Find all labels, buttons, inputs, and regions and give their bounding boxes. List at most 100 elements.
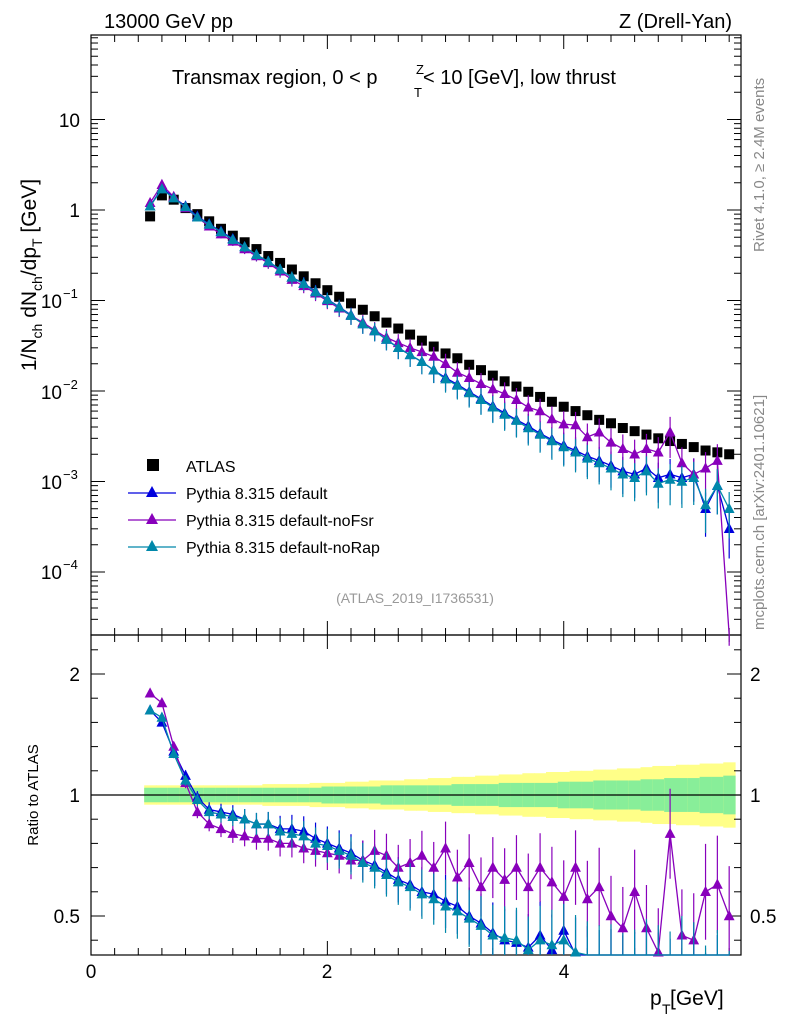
ratio-point [546, 876, 558, 887]
ratio-point [723, 910, 735, 921]
data-point [298, 271, 309, 282]
data-point [381, 317, 392, 328]
data-point [535, 391, 546, 402]
ratio-point [227, 810, 239, 821]
data-point [274, 263, 286, 274]
data-point [546, 413, 558, 424]
ratio-point [475, 880, 487, 892]
ytick-label-10: 10 [59, 111, 80, 132]
ratio-point [428, 893, 440, 904]
data-point [629, 426, 640, 437]
ratio-point [546, 939, 558, 950]
data-point [499, 408, 511, 419]
ytick-label-1e-1: 10 [41, 292, 62, 313]
data-point [298, 277, 310, 288]
legend: ATLAS Pythia 8.315 default Pythia 8.315 … [128, 459, 380, 557]
data-point [168, 192, 180, 203]
mcplots-label: mcplots.cern.ch [arXiv:2401.10621] [751, 395, 768, 630]
ratio-point [440, 900, 451, 911]
data-point [511, 381, 522, 392]
data-point [546, 396, 557, 407]
header-right: Z (Drell-Yan) [619, 11, 732, 33]
ratio-point [345, 849, 357, 860]
ratio-point [629, 885, 641, 896]
ratio-point [558, 934, 570, 945]
data-point [475, 377, 487, 389]
data-point [605, 462, 617, 473]
x-tick-labels: 0 2 4 [86, 962, 570, 983]
data-point [487, 401, 499, 412]
data-point [463, 371, 475, 382]
ratio-tick-0.5-right: 0.5 [750, 907, 776, 928]
ratio-point [144, 704, 156, 715]
ratio-point [369, 861, 381, 872]
header-left: 13000 GeV pp [104, 11, 233, 33]
data-point [546, 435, 558, 446]
data-point [464, 359, 475, 370]
ratio-point [180, 774, 191, 785]
data-point [688, 471, 700, 482]
data-point [428, 364, 440, 375]
data-point [593, 426, 605, 437]
ratio-point [168, 740, 180, 751]
data-point [499, 387, 511, 399]
ratio-point [262, 832, 274, 843]
ratio-point [451, 905, 463, 916]
ratio-point [463, 912, 475, 923]
data-point [334, 291, 345, 302]
ratio-tick-0.5: 0.5 [54, 907, 80, 928]
ytick-exp-1e-2: −2 [63, 377, 78, 392]
ratio-point [475, 919, 487, 930]
ratio-point [570, 946, 581, 957]
ytick-label-1e-4: 10 [41, 563, 62, 584]
ratio-point [664, 827, 676, 838]
ratio-point [700, 885, 711, 896]
plot-title-sup: Z [416, 62, 424, 77]
data-point [440, 357, 451, 368]
ratio-point [203, 805, 215, 817]
ratio-point [511, 861, 522, 872]
data-point [558, 401, 569, 412]
data-point [145, 211, 156, 222]
data-point [191, 211, 203, 222]
ratio-tick-1: 1 [69, 786, 80, 807]
ratio-point [191, 805, 203, 817]
ratio-point [558, 890, 570, 901]
data-point [404, 348, 416, 360]
data-point [676, 457, 688, 468]
data-point [239, 241, 251, 252]
data-point [156, 190, 167, 201]
ratio-point [156, 711, 168, 722]
data-point [203, 218, 215, 229]
ratio-point [534, 934, 546, 945]
legend-label-norap: Pythia 8.315 default-noRap [186, 540, 380, 557]
ytick-exp-1e-1: −1 [63, 286, 78, 301]
data-point [606, 418, 616, 429]
data-point [262, 255, 274, 266]
data-point [144, 200, 156, 211]
ratio-point [711, 878, 723, 889]
svg-text:1/Nch dNch/dpT [GeV]: 1/Nch dNch/dpT [GeV] [18, 179, 45, 371]
xtick-0: 0 [86, 962, 97, 983]
ratio-point [239, 813, 251, 824]
ytick-label-1: 1 [69, 201, 80, 222]
data-point [286, 271, 298, 282]
data-point [676, 475, 688, 486]
ratio-point [404, 880, 416, 892]
plot-title-text: Transmax region, 0 < p [172, 67, 377, 89]
data-point [452, 353, 463, 364]
ratio-point [392, 876, 404, 887]
data-point [629, 448, 641, 459]
data-point [534, 405, 546, 416]
data-point [570, 446, 581, 457]
data-point [381, 333, 392, 344]
data-point [641, 465, 652, 476]
ratio-point [144, 687, 156, 698]
legend-marker-nofsr [146, 513, 158, 524]
data-point [581, 431, 593, 442]
data-point [251, 248, 262, 259]
ratio-point [570, 861, 581, 872]
main-y-tick-labels: 10 1 10 −1 10 −2 10 −3 10 −4 [41, 111, 80, 584]
ratio-point [357, 856, 369, 867]
ytick-label-1e-2: 10 [41, 383, 62, 404]
